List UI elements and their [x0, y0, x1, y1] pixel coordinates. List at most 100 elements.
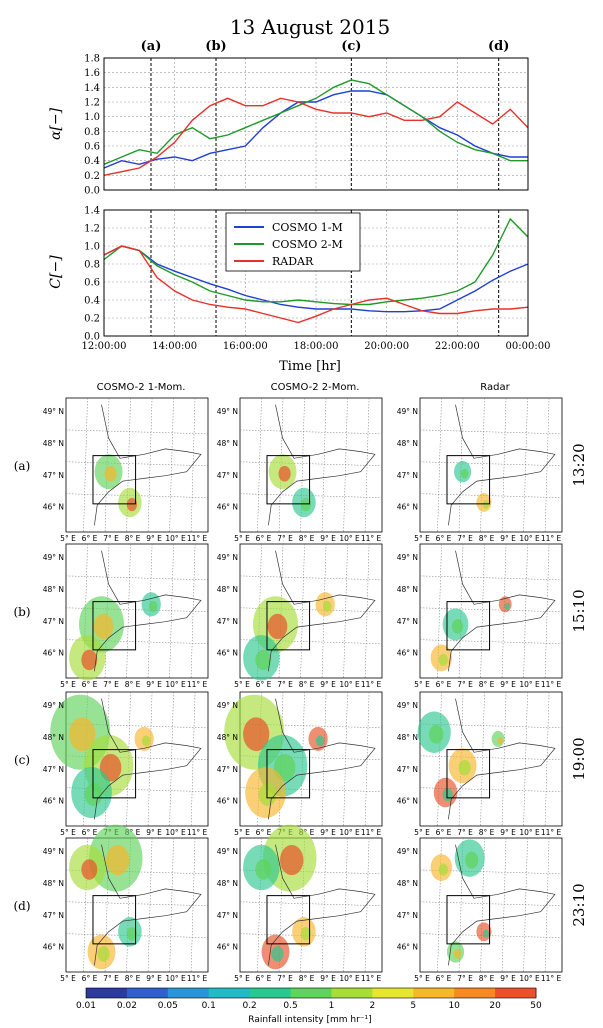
map-column-title: Radar [480, 382, 510, 393]
series-line-radar [103, 245, 529, 324]
lon-label: 6° E [436, 534, 452, 543]
map-parallel [239, 575, 383, 581]
rain-core [81, 649, 98, 671]
map-meridian [501, 397, 507, 533]
map-meridian [544, 691, 550, 827]
lat-label: 48° N [217, 585, 238, 594]
lon-label: 8° E [125, 534, 141, 543]
lon-label: 10° E [165, 828, 186, 837]
map-parallel [65, 575, 209, 581]
map-parallel [419, 723, 563, 729]
lon-label: 10° E [165, 974, 186, 983]
map-parallel [65, 755, 209, 761]
lon-label: 5° E [414, 680, 430, 689]
lat-label: 49° N [217, 407, 238, 416]
alpha-chart: 0.0 0.2 0.4 0.6 0.8 1.0 1.2 1.4 1.6 1.8 [84, 54, 529, 197]
map-parallel [239, 461, 383, 467]
map-meridian [480, 691, 485, 827]
map-row-label: (b) [13, 605, 30, 619]
map-parallel [419, 493, 563, 498]
rain-core [453, 949, 462, 959]
lon-label: 10° E [339, 680, 360, 689]
lat-label: 49° N [43, 407, 64, 416]
map-panel: 49° N 48° N 47° N 46° N 5° E 6° E 7° E 8° E 9° E… [397, 397, 563, 543]
map-row-time: 15:10 [570, 589, 588, 632]
rain-core [482, 929, 490, 939]
lat-label: 46° N [217, 649, 238, 658]
lon-label: 11° E [187, 974, 208, 983]
map-panel: 49° N 48° N 47° N 46° N 5° E 6° E 7° E 8° E 9° E… [397, 543, 563, 689]
map-row-time: 13:20 [570, 443, 588, 486]
lon-label: 8° E [479, 974, 495, 983]
lat-label: 48° N [217, 439, 238, 448]
colorbar-tick: 20 [489, 1001, 501, 1011]
c-chart: 0.0 0.2 0.4 0.6 0.8 1.0 1.2 1.4 12:00:00 14:00:00… [82, 206, 551, 353]
lat-label: 48° N [397, 733, 418, 742]
domain-box [266, 455, 311, 505]
map-meridian [169, 397, 174, 533]
map-parallel [65, 639, 209, 644]
colorbar-segment [372, 988, 414, 998]
lon-label: 9° E [146, 534, 162, 543]
lon-label: 10° E [519, 680, 540, 689]
series-line-cosmo-1-m [103, 245, 529, 313]
lon-label: 11° E [361, 974, 382, 983]
lon-label: 7° E [277, 680, 293, 689]
colorbar-tick: 0.01 [76, 1001, 96, 1011]
y-tick-label: 0.8 [84, 127, 100, 138]
map-panel: 49° N 48° N 47° N 46° N 5° E 6° E 7° E 8° E 9° E… [43, 543, 209, 689]
map-meridian [523, 691, 528, 827]
map-panel: 49° N 48° N 47° N 46° N 5° E 6° E 7° E 8° E 9° E… [217, 824, 383, 983]
colorbar-segment [126, 988, 169, 998]
domain-box [266, 601, 311, 651]
lat-label: 46° N [397, 503, 418, 512]
map-parallel [419, 607, 563, 613]
lon-label: 10° E [339, 974, 360, 983]
rain-core [69, 717, 96, 752]
map-meridian [169, 691, 174, 827]
lat-label: 49° N [217, 847, 238, 856]
colorbar-tick: 2 [369, 1001, 375, 1011]
lon-label: 8° E [299, 534, 315, 543]
rain-core [482, 500, 490, 509]
map-parallel [65, 869, 209, 875]
lat-label: 46° N [397, 797, 418, 806]
map-meridian [190, 691, 196, 827]
lon-label: 8° E [299, 974, 315, 983]
colorbar-segment [208, 988, 251, 998]
map-meridian [364, 691, 370, 827]
x-tick-label: 20:00:00 [364, 341, 409, 352]
lon-label: 5° E [234, 534, 250, 543]
legend-entry: COSMO 1-M [272, 221, 343, 234]
rain-core [460, 468, 469, 479]
rain-core [243, 717, 270, 752]
map-parallel [239, 933, 383, 938]
map-parallel [419, 755, 563, 761]
lat-label: 47° N [217, 471, 238, 480]
domain-box [92, 749, 137, 799]
map-column-title: COSMO-2 1-Mom. [97, 382, 186, 393]
rain-core [300, 497, 312, 512]
map-parallel [239, 493, 383, 498]
colorbar-tick: 0.1 [202, 1001, 216, 1011]
y-tick-label: 0.6 [84, 278, 100, 289]
map-meridian [321, 397, 327, 533]
domain-box [92, 455, 137, 505]
lon-label: 11° E [541, 534, 562, 543]
figure-title: 13 August 2015 [230, 15, 390, 39]
colorbar-segment [290, 988, 332, 998]
map-meridian [126, 543, 131, 679]
colorbar-tick: 0.02 [117, 1001, 137, 1011]
lon-label: 10° E [519, 974, 540, 983]
rain-core [322, 600, 332, 612]
map-parallel [419, 933, 563, 938]
map-parallel [239, 901, 383, 907]
map-meridian [523, 543, 528, 679]
y-tick-label: 1.0 [84, 112, 100, 123]
rain-core [141, 735, 151, 747]
lat-label: 47° N [397, 471, 418, 480]
map-meridian [501, 837, 507, 973]
lon-label: 8° E [479, 680, 495, 689]
map-meridian [147, 837, 153, 973]
